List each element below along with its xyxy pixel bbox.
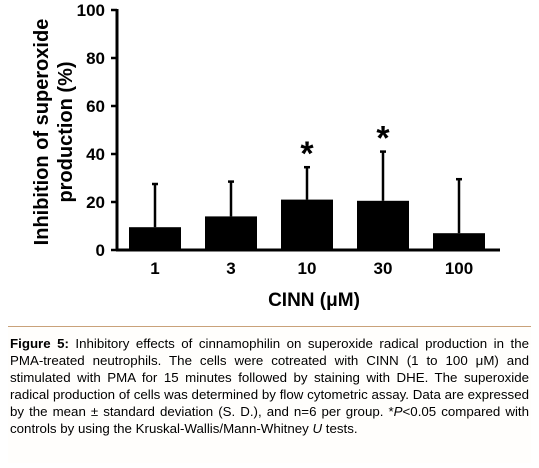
figure-caption-box: Figure 5: Inhibitory effects of cinnamop… bbox=[8, 326, 531, 463]
bar-chart: Inhibition of superoxide production (%) … bbox=[31, 1, 500, 311]
y-axis-ticks: 0 20 40 60 80 100 bbox=[77, 1, 117, 260]
x-tick-label: 1 bbox=[150, 259, 159, 278]
bars bbox=[129, 199, 485, 250]
error-bars bbox=[152, 150, 462, 234]
y-axis-label: Inhibition of superoxide production (%) bbox=[31, 19, 77, 246]
caption-p-italic: P bbox=[393, 404, 403, 419]
significance-markers: * * bbox=[300, 120, 390, 174]
bar bbox=[357, 200, 409, 250]
significance-star: * bbox=[376, 120, 390, 158]
y-tick-label: 60 bbox=[86, 97, 105, 116]
bar bbox=[205, 216, 257, 250]
x-tick-label: 30 bbox=[374, 259, 393, 278]
y-tick-label: 40 bbox=[86, 145, 105, 164]
x-tick-label: 3 bbox=[226, 259, 235, 278]
y-tick-label: 80 bbox=[86, 49, 105, 68]
caption-text-2: <0.05 compared with controls by using th… bbox=[10, 404, 530, 436]
bar bbox=[433, 233, 485, 250]
bar bbox=[281, 199, 333, 250]
x-tick-label: 10 bbox=[298, 259, 317, 278]
y-axis-label-line2: production (%) bbox=[55, 61, 77, 202]
caption-text-1: Inhibitory effects of cinnamophilin on s… bbox=[10, 336, 529, 419]
significance-star: * bbox=[300, 135, 314, 173]
x-axis-ticks: 1 3 10 30 100 bbox=[150, 259, 473, 278]
caption-label: Figure 5: bbox=[10, 336, 69, 351]
x-tick-label: 100 bbox=[445, 259, 473, 278]
caption-u-italic: U bbox=[312, 421, 323, 436]
y-tick-label: 100 bbox=[77, 1, 105, 20]
caption-text-3: tests. bbox=[322, 421, 358, 436]
y-tick-label: 20 bbox=[86, 193, 105, 212]
figure-caption: Figure 5: Inhibitory effects of cinnamop… bbox=[10, 335, 529, 437]
y-tick-label: 0 bbox=[96, 241, 105, 260]
x-axis-label: CINN (μM) bbox=[268, 290, 360, 311]
y-axis-label-line1: Inhibition of superoxide bbox=[31, 19, 53, 246]
bar bbox=[129, 227, 181, 250]
